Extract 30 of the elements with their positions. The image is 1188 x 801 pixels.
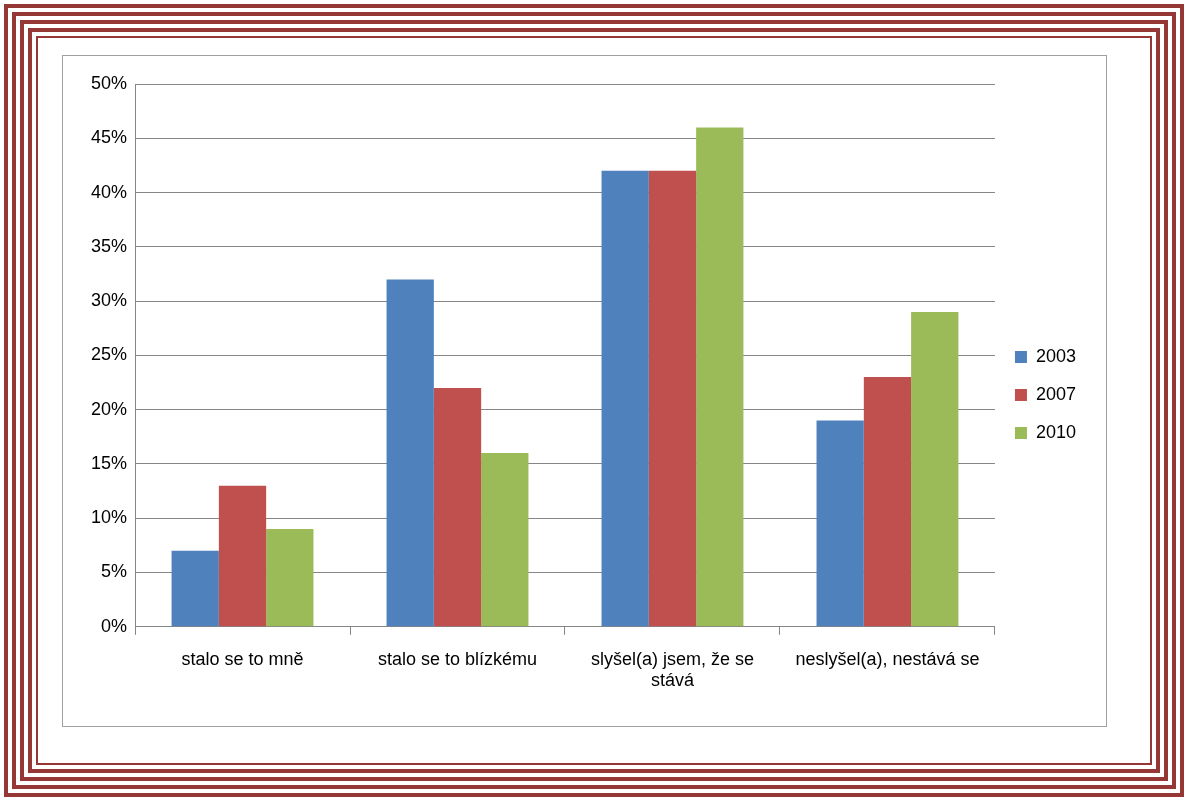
bar <box>171 550 219 627</box>
y-tick-label: 30% <box>91 290 128 311</box>
y-tick-label: 0% <box>101 615 128 636</box>
x-tick-label: slyšel(a) jsem, že se stává <box>590 648 755 691</box>
legend-label: 2010 <box>1035 421 1076 442</box>
y-tick-label: 45% <box>91 127 128 148</box>
y-tick-label: 25% <box>91 344 128 365</box>
bar <box>433 387 482 627</box>
x-tick-label: stalo se to mně <box>181 648 304 669</box>
bar <box>218 485 267 627</box>
bar <box>863 377 912 627</box>
bar <box>696 127 744 627</box>
y-tick-label: 40% <box>91 181 128 202</box>
legend-label: 2007 <box>1035 383 1076 404</box>
x-tick-label: stalo se to blízkému <box>377 648 538 669</box>
y-tick-label: 15% <box>91 452 128 473</box>
y-tick-label: 50% <box>91 72 128 93</box>
bar <box>911 311 959 627</box>
x-tick-label: neslyšel(a), nestává se <box>795 648 980 669</box>
bar <box>266 529 314 627</box>
bar <box>601 170 649 627</box>
y-tick-label: 35% <box>91 235 128 256</box>
bar <box>386 279 434 627</box>
legend-label: 2003 <box>1035 345 1076 366</box>
bar <box>816 420 864 627</box>
y-tick-label: 5% <box>101 561 128 582</box>
bar <box>481 453 529 627</box>
y-tick-label: 20% <box>91 398 128 419</box>
bar <box>648 170 697 627</box>
y-tick-label: 10% <box>91 507 128 528</box>
